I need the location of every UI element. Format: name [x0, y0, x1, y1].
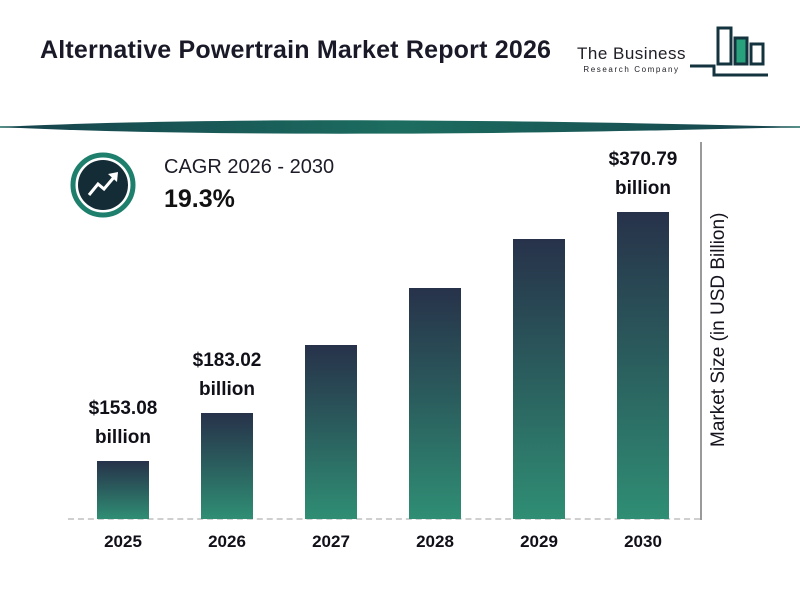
cagr-label: CAGR 2026 - 2030 — [164, 156, 335, 178]
page-title: Alternative Powertrain Market Report 202… — [40, 36, 552, 64]
cagr-text: CAGR 2026 - 2030 19.3% — [164, 152, 334, 214]
x-axis-label-2030: 2030 — [624, 532, 662, 551]
x-axis-label-2026: 2026 — [208, 532, 246, 551]
logo-line1: The Business — [577, 44, 686, 63]
bar-2025 — [97, 461, 149, 519]
x-axis-label-2028: 2028 — [416, 532, 454, 551]
cagr-value: 19.3% — [164, 185, 235, 213]
y-axis-line — [700, 142, 702, 520]
bar-2028 — [409, 288, 461, 519]
y-axis-title: Market Size (in USD Billion) — [708, 212, 729, 448]
bar-2029 — [513, 239, 565, 519]
logo-chart-icon — [690, 26, 768, 77]
divider-lens — [0, 120, 800, 134]
bar-value-label-2025: $153.08 billion — [88, 398, 158, 448]
bar-2026 — [201, 413, 253, 519]
bar-2030 — [617, 212, 669, 519]
x-axis-label-2025: 2025 — [104, 532, 142, 551]
logo-line2: Research Company — [583, 65, 680, 74]
cagr-block: CAGR 2026 - 2030 19.3% — [70, 152, 334, 218]
bar-2027 — [305, 345, 357, 519]
x-axis-label-2027: 2027 — [312, 532, 350, 551]
trending-up-icon — [70, 152, 136, 218]
bar-value-label-2030: $370.79 billion — [608, 149, 678, 199]
bar-chart: $153.08 billion 2025 $183.02 billion 2026 2027… — [60, 140, 700, 551]
logo-text: The Business Research Company — [577, 44, 686, 88]
x-axis-baseline — [68, 518, 700, 520]
company-logo: The Business Research Company — [577, 26, 772, 88]
bar-value-label-2026: $183.02 billion — [192, 350, 262, 400]
x-axis-label-2029: 2029 — [520, 532, 558, 551]
